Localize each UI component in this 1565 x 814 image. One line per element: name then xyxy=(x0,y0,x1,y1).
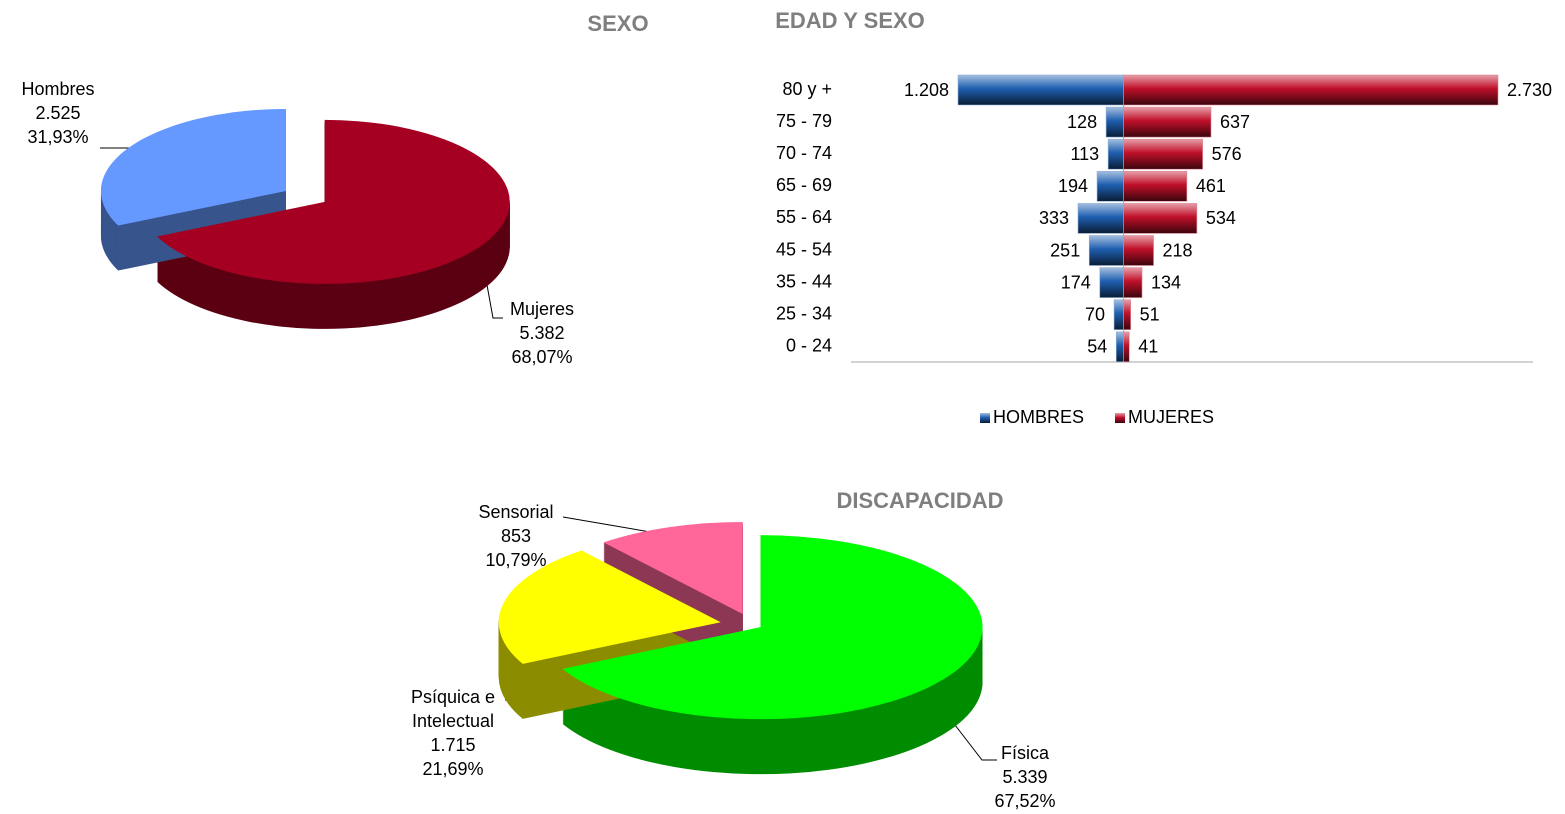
bar xyxy=(1123,74,1499,106)
bar xyxy=(957,74,1124,106)
pie-slice xyxy=(603,522,743,615)
bar xyxy=(1115,331,1124,363)
pie-label: Hombres 2.525 31,93% xyxy=(21,77,94,149)
bar xyxy=(1088,235,1124,266)
bar xyxy=(1123,203,1198,234)
pie-label: Mujeres 5.382 68,07% xyxy=(510,297,574,369)
slice-percent: 67,52% xyxy=(994,791,1056,811)
slice-percent: 21,69% xyxy=(422,759,484,779)
data-label: 174 xyxy=(1061,272,1091,292)
bar xyxy=(1105,106,1124,138)
y-tick-label: 70 - 74 xyxy=(776,143,832,163)
bar xyxy=(1123,235,1154,266)
bar xyxy=(1123,138,1203,170)
bar xyxy=(1123,267,1143,298)
y-tick-label: 65 - 69 xyxy=(776,175,832,195)
bar xyxy=(1123,331,1130,363)
data-label: 251 xyxy=(1050,240,1080,260)
chart-title: DISCAPACIDAD xyxy=(836,488,1003,513)
chart-title: SEXO xyxy=(587,11,648,36)
leader-line xyxy=(954,724,997,761)
legend-label: MUJERES xyxy=(1128,407,1214,427)
legend-swatch xyxy=(980,413,990,423)
pie-slice xyxy=(100,108,286,226)
bar xyxy=(1113,299,1124,331)
data-label: 218 xyxy=(1163,240,1193,260)
y-tick-label: 55 - 64 xyxy=(776,207,832,227)
bar xyxy=(1123,171,1188,202)
y-tick-label: 80 y + xyxy=(782,79,832,99)
data-label: 70 xyxy=(1085,304,1105,324)
data-label: 194 xyxy=(1058,176,1088,196)
slice-name: Mujeres xyxy=(509,299,575,319)
bar xyxy=(1107,138,1124,170)
data-label: 134 xyxy=(1151,272,1181,292)
data-label: 113 xyxy=(1070,144,1099,164)
y-tick-label: 75 - 79 xyxy=(776,111,832,131)
bar xyxy=(1077,203,1124,234)
y-tick-label: 35 - 44 xyxy=(776,271,832,291)
data-label: 54 xyxy=(1087,337,1107,357)
slice-name: Sensorial xyxy=(478,502,554,522)
slice-percent: 10,79% xyxy=(485,550,547,570)
legend-label: HOMBRES xyxy=(993,407,1084,427)
data-label: 576 xyxy=(1212,144,1242,164)
slice-name: Hombres xyxy=(21,79,95,99)
slice-value: 5.382 xyxy=(519,323,565,343)
data-label: 51 xyxy=(1140,304,1160,324)
bar xyxy=(1123,106,1212,138)
slice-value: 853 xyxy=(500,526,532,546)
data-label: 534 xyxy=(1206,208,1236,228)
pie-slice xyxy=(562,535,983,720)
y-tick-label: 45 - 54 xyxy=(776,239,832,259)
chart-title: EDAD Y SEXO xyxy=(775,8,925,33)
data-label: 637 xyxy=(1220,112,1250,132)
data-label: 333 xyxy=(1039,208,1069,228)
legend-swatch xyxy=(1115,413,1125,423)
pie-label: Sensorial 853 10,79% xyxy=(478,500,553,572)
slice-name: Psíquica e Intelectual xyxy=(410,687,496,731)
data-label: 41 xyxy=(1138,337,1158,357)
pie-slice xyxy=(157,119,510,284)
data-label: 2.730 xyxy=(1507,80,1552,100)
pie-label: Psíquica e Intelectual 1.715 21,69% xyxy=(393,685,513,781)
leader-line xyxy=(486,284,503,319)
slice-percent: 68,07% xyxy=(511,347,573,367)
y-tick-label: 25 - 34 xyxy=(776,303,832,323)
pie-slice xyxy=(498,550,721,664)
bar xyxy=(1123,299,1131,331)
pie-label: Física 5.339 67,52% xyxy=(994,741,1055,813)
y-tick-label: 0 - 24 xyxy=(786,336,832,356)
slice-percent: 31,93% xyxy=(27,127,89,147)
bar xyxy=(1096,171,1124,202)
bar xyxy=(1099,267,1124,298)
data-label: 1.208 xyxy=(904,80,949,100)
data-label: 461 xyxy=(1196,176,1226,196)
slice-value: 2.525 xyxy=(35,103,81,123)
slice-value: 1.715 xyxy=(430,735,476,755)
slice-value: 5.339 xyxy=(1002,767,1048,787)
slice-name: Física xyxy=(1000,743,1049,763)
data-label: 128 xyxy=(1067,112,1097,132)
